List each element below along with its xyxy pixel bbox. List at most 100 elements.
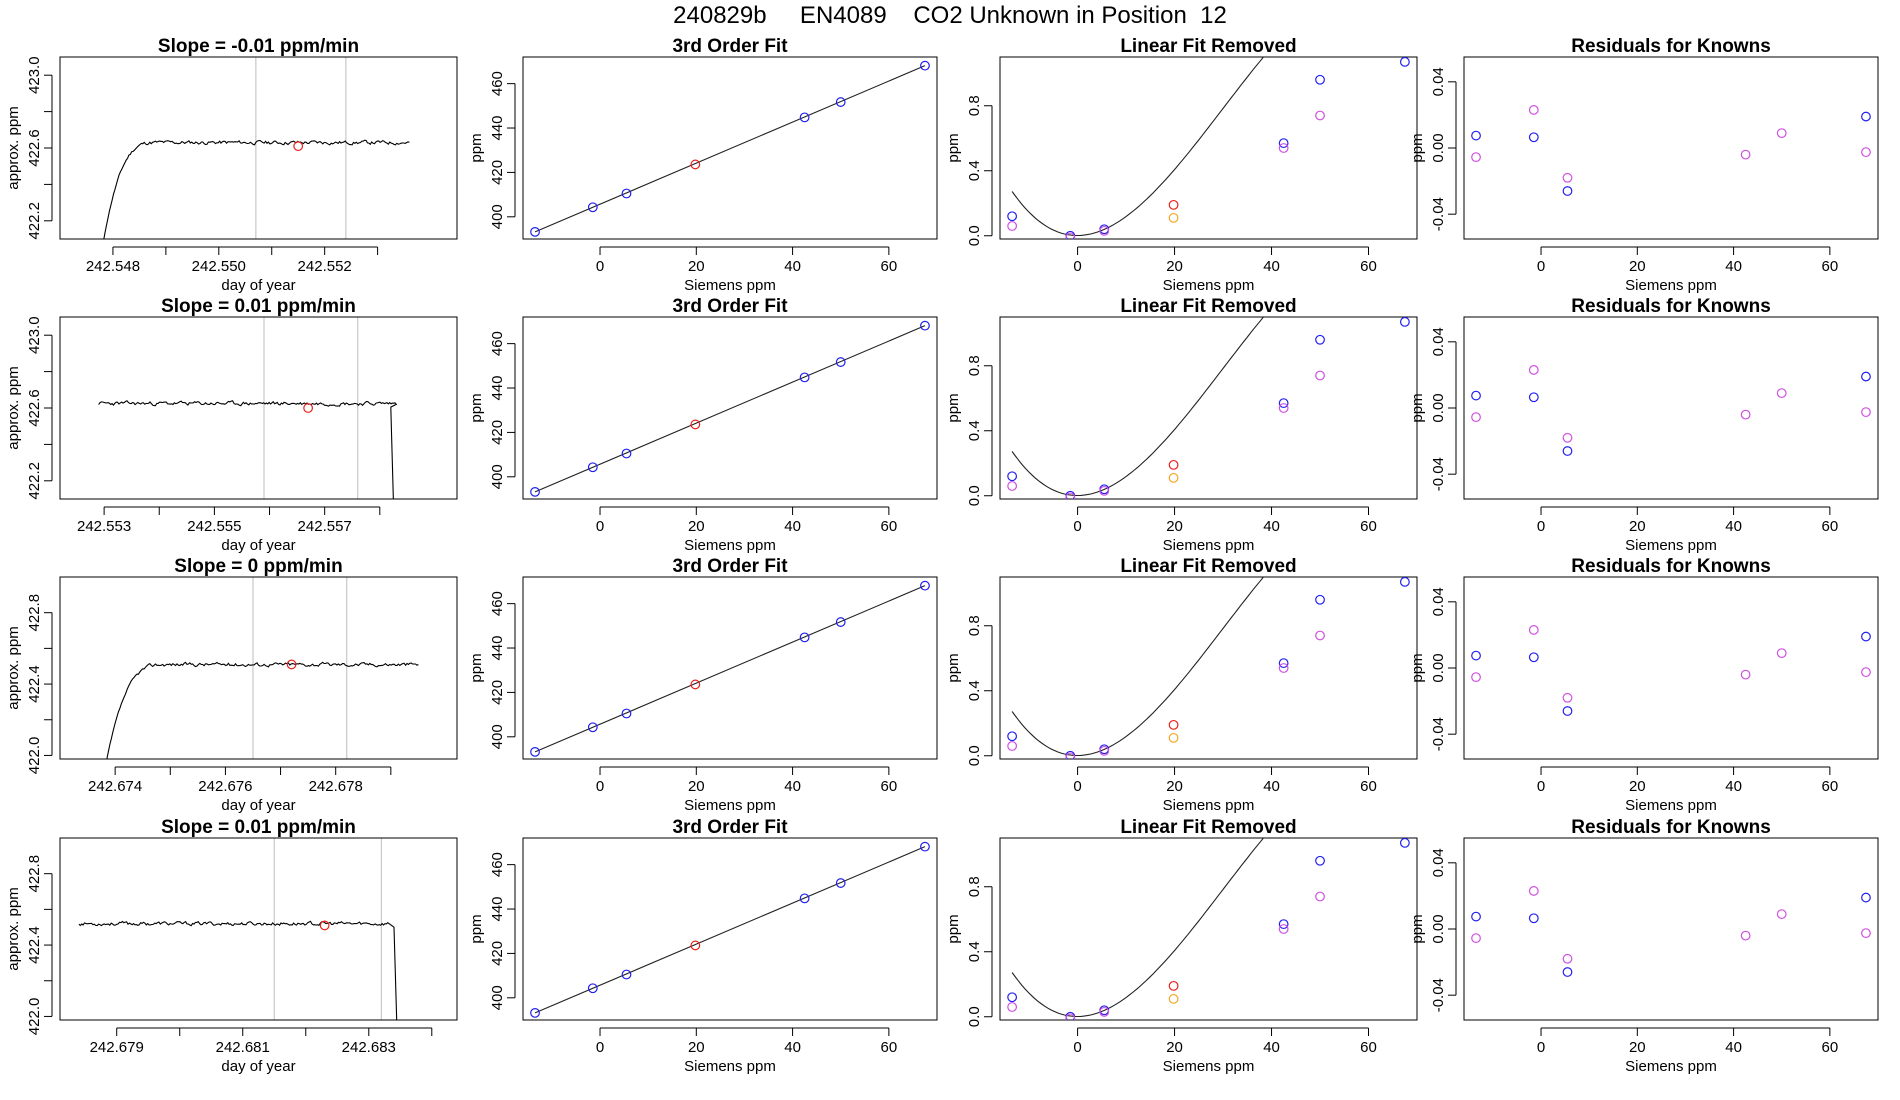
plot-frame [999, 56, 1418, 240]
data-point [1168, 993, 1179, 1004]
panel-title: Slope = 0 ppm/min [174, 556, 342, 577]
x-tick-label: 20 [1629, 778, 1646, 795]
data-point [1471, 650, 1481, 661]
data-point [1315, 594, 1325, 605]
time-series-line [98, 400, 398, 499]
panel-r4-c4: Residuals for Knowns 0 20 40 60 Siemens ppm -0… [1409, 817, 1879, 1075]
x-tick-label: 60 [1822, 778, 1839, 795]
data-point [1168, 212, 1179, 223]
data-point [587, 722, 598, 733]
y-tick-label: 422.0 [26, 998, 43, 1036]
data-point [1562, 186, 1573, 196]
x-tick-label: 0 [1537, 258, 1545, 275]
x-tick-label: 60 [881, 518, 898, 535]
plot-area [1471, 625, 1871, 716]
data-point [1528, 132, 1539, 143]
y-tick-label: 423.0 [26, 316, 43, 354]
data-point [1278, 138, 1289, 149]
unknown-point [319, 920, 330, 931]
x-tick-label: 20 [1166, 1039, 1183, 1056]
y-tick-label: 422.8 [26, 594, 43, 632]
data-point [1471, 911, 1481, 922]
data-point [1861, 111, 1871, 122]
data-point [1861, 667, 1871, 678]
x-axis-label: day of year [221, 277, 295, 294]
data-point [1278, 403, 1289, 413]
data-point [835, 357, 846, 367]
x-tick-label: 60 [881, 778, 898, 795]
plot-area [1007, 577, 1410, 759]
x-tick-label: 40 [1725, 1039, 1742, 1056]
plot-area [1471, 886, 1871, 977]
x-tick-label: 40 [1263, 778, 1280, 795]
y-tick-label: 400 [489, 724, 506, 749]
plot-frame [1463, 316, 1879, 500]
x-tick-label: 242.679 [90, 1039, 144, 1056]
y-tick-label: 0.8 [966, 615, 983, 636]
data-point [1399, 838, 1410, 848]
panel-r4-c2: 3rd Order Fit 0 20 40 60 Siemens ppm 400 420 440… [468, 817, 938, 1075]
data-point [1471, 152, 1481, 163]
plot-frame [59, 316, 458, 500]
y-tick-label: 460 [489, 71, 506, 96]
data-point [690, 940, 701, 951]
y-tick-label: 420 [489, 680, 506, 705]
data-point [1861, 371, 1871, 382]
data-point [1315, 74, 1325, 85]
data-point [1278, 658, 1289, 669]
data-point [920, 580, 930, 591]
x-tick-label: 60 [881, 1039, 898, 1056]
data-point [1315, 891, 1325, 902]
data-point [1861, 928, 1871, 939]
fit-line [534, 65, 926, 233]
y-tick-label: 440 [489, 897, 506, 922]
data-point [1007, 731, 1018, 742]
y-tick-label: 0.00 [1430, 393, 1447, 422]
x-tick-label: 20 [688, 518, 705, 535]
fit-line [534, 585, 926, 753]
panel-title: Slope = 0.01 ppm/min [161, 296, 356, 317]
data-point [1007, 992, 1018, 1003]
y-axis-label: approx. ppm [5, 887, 22, 970]
plot-area [1007, 838, 1410, 1020]
data-point [1007, 481, 1018, 491]
data-point [530, 486, 540, 497]
data-point [1562, 706, 1573, 716]
data-point [1399, 57, 1410, 67]
x-tick-label: 60 [1360, 778, 1377, 795]
y-tick-label: -0.04 [1430, 717, 1447, 751]
x-axis-label: day of year [221, 537, 295, 554]
plot-frame [522, 316, 938, 500]
panel-title: 3rd Order Fit [672, 296, 788, 317]
panel-title: 3rd Order Fit [672, 556, 788, 577]
data-point [621, 708, 632, 719]
plot-frame [1463, 56, 1879, 240]
y-tick-label: 422.4 [26, 665, 43, 703]
fit-curve [1011, 577, 1265, 757]
y-axis-label: ppm [945, 914, 962, 943]
x-axis-label: Siemens ppm [1625, 277, 1717, 294]
y-axis-label: ppm [945, 133, 962, 162]
x-tick-label: 40 [1725, 258, 1742, 275]
y-axis-label: ppm [1409, 133, 1426, 162]
time-series-line [106, 661, 419, 759]
y-tick-label: 0.8 [966, 95, 983, 116]
data-point [1861, 407, 1871, 418]
x-tick-label: 0 [1537, 778, 1545, 795]
panel-r1-c4: Residuals for Knowns 0 20 40 60 Siemens ppm -0… [1409, 36, 1879, 294]
plot-area [1007, 317, 1410, 499]
x-tick-label: 40 [784, 1039, 801, 1056]
data-point [1528, 652, 1539, 663]
panel-r1-c2: 3rd Order Fit 0 20 40 60 Siemens ppm 400 420 440… [468, 36, 938, 294]
data-point [1528, 365, 1539, 375]
y-tick-label: 422.0 [26, 737, 43, 775]
data-point [1168, 459, 1179, 470]
x-tick-label: 60 [881, 258, 898, 275]
y-tick-label: 0.8 [966, 876, 983, 897]
time-series-line [103, 139, 410, 239]
y-tick-label: 0.0 [966, 485, 983, 506]
panel-r2-c4: Residuals for Knowns 0 20 40 60 Siemens ppm -0… [1409, 296, 1879, 554]
y-axis-label: ppm [468, 393, 485, 422]
data-point [1740, 149, 1751, 160]
y-axis-label: ppm [468, 133, 485, 162]
